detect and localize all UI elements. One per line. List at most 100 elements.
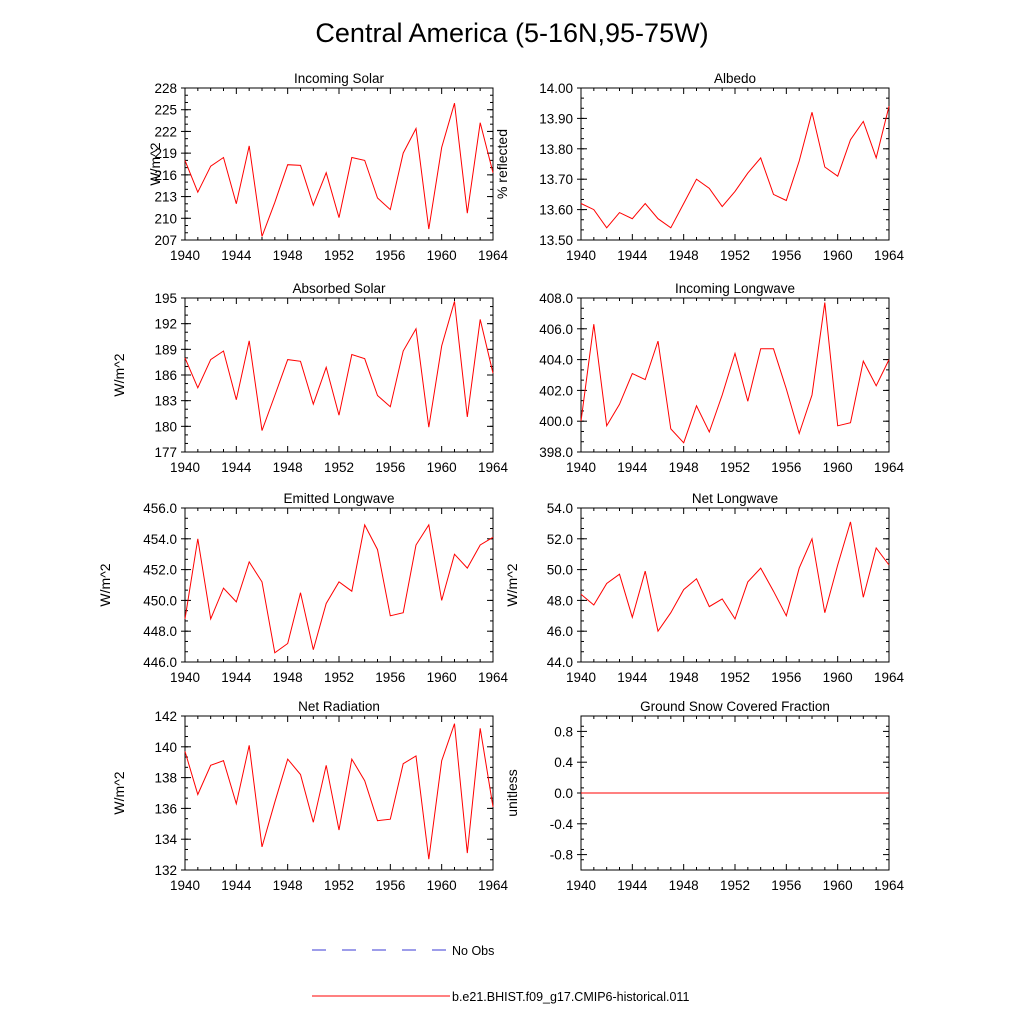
- chart-title: Incoming Longwave: [675, 281, 795, 296]
- y-tick-label: 180: [154, 419, 177, 434]
- plot-frame: [184, 297, 494, 453]
- chart-title: Absorbed Solar: [292, 281, 386, 296]
- x-tick-label: 1944: [617, 878, 648, 893]
- y-tick-label: 402.0: [539, 383, 573, 398]
- x-tick-label: 1944: [221, 878, 252, 893]
- chart-absorbed-solar: Absorbed Solar 1940 1944 1948 1952 1956 1960 19…: [111, 281, 509, 475]
- x-tick-label: 1960: [427, 460, 457, 475]
- x-tick-label: 1956: [375, 878, 405, 893]
- y-tick-label: 132: [154, 863, 177, 878]
- x-tick-label: 1944: [617, 460, 648, 475]
- y-tick-label: 0.4: [554, 755, 573, 770]
- x-tick-label: 1940: [170, 460, 200, 475]
- x-tick-label: 1940: [170, 878, 200, 893]
- x-tick-label: 1948: [669, 460, 699, 475]
- y-tick-label: 448.0: [143, 624, 177, 639]
- y-tick-label: 142: [154, 709, 177, 724]
- plot-frame: [184, 507, 494, 663]
- y-tick-label: 400.0: [539, 414, 573, 429]
- x-tick-label: 1948: [669, 248, 699, 263]
- x-tick-label: 1956: [771, 248, 801, 263]
- x-tick-label: 1964: [874, 670, 905, 685]
- y-tick-label: 136: [154, 801, 177, 816]
- plot-frame: [580, 87, 890, 241]
- x-tick-label: 1940: [566, 670, 596, 685]
- y-tick-label: 140: [154, 740, 177, 755]
- y-tick-label: 13.90: [539, 111, 573, 126]
- y-tick-label: 219: [154, 146, 177, 161]
- x-tick-label: 1940: [170, 248, 200, 263]
- x-tick-label: 1948: [273, 878, 303, 893]
- plot-frame: [184, 715, 494, 871]
- series-line: [580, 521, 890, 633]
- y-tick-label: 14.00: [539, 81, 573, 96]
- chart-title: Incoming Solar: [294, 71, 385, 86]
- y-axis-label: % reflected: [494, 129, 510, 199]
- x-tick-label: 1952: [720, 670, 750, 685]
- plot-frame: [580, 297, 890, 453]
- y-tick-label: 13.70: [539, 172, 573, 187]
- y-tick-label: 186: [154, 368, 177, 383]
- y-tick-label: 456.0: [143, 501, 177, 516]
- y-tick-label: 446.0: [143, 655, 177, 670]
- y-tick-label: 213: [154, 190, 177, 205]
- y-tick-label: 13.80: [539, 142, 573, 157]
- y-tick-label: 48.0: [547, 593, 573, 608]
- x-tick-label: 1964: [478, 460, 509, 475]
- series-line: [580, 302, 890, 444]
- y-tick-label: 398.0: [539, 445, 573, 460]
- legend: No Obs b.e21.BHIST.f09_g17.CMIP6-histori…: [312, 944, 689, 1004]
- chart-title: Ground Snow Covered Fraction: [640, 699, 830, 714]
- x-tick-label: 1956: [375, 670, 405, 685]
- chart-net-radiation: Net Radiation 1940 1944 1948 1952 1956 1960 196…: [111, 699, 509, 893]
- y-tick-label: 450.0: [143, 593, 177, 608]
- x-tick-label: 1952: [720, 878, 750, 893]
- y-axis-label: W/m^2: [504, 563, 520, 606]
- x-tick-label: 1964: [478, 670, 509, 685]
- x-tick-label: 1960: [427, 670, 457, 685]
- y-tick-label: 228: [154, 81, 177, 96]
- series-line: [184, 103, 494, 237]
- legend-obs-label: No Obs: [452, 944, 494, 958]
- x-tick-label: 1960: [823, 248, 853, 263]
- chart-net-longwave: Net Longwave 1940 1944 1948 1952 1956 1960 1964…: [504, 491, 905, 685]
- y-axis-label: unitless: [504, 769, 520, 816]
- series-line: [580, 106, 890, 229]
- chart-incoming-longwave: Incoming Longwave 1940 1944 1948 1952 1956 196…: [539, 281, 904, 475]
- x-tick-label: 1952: [324, 248, 354, 263]
- x-tick-label: 1944: [617, 670, 648, 685]
- figure-title: Central America (5-16N,95-75W): [315, 18, 708, 48]
- x-tick-label: 1960: [427, 248, 457, 263]
- x-tick-label: 1960: [823, 460, 853, 475]
- x-tick-label: 1948: [273, 248, 303, 263]
- x-tick-label: 1956: [771, 670, 801, 685]
- x-tick-label: 1944: [221, 670, 252, 685]
- x-tick-label: 1952: [324, 670, 354, 685]
- x-tick-label: 1940: [170, 670, 200, 685]
- x-tick-label: 1952: [324, 878, 354, 893]
- y-tick-label: -0.4: [550, 817, 574, 832]
- y-tick-label: 13.50: [539, 233, 573, 248]
- y-tick-label: 50.0: [547, 563, 573, 578]
- y-axis-label: W/m^2: [111, 353, 127, 396]
- x-tick-label: 1948: [273, 670, 303, 685]
- y-tick-label: 216: [154, 168, 177, 183]
- x-tick-label: 1952: [720, 248, 750, 263]
- x-tick-label: 1956: [375, 460, 405, 475]
- x-tick-label: 1944: [221, 248, 252, 263]
- chart-title: Emitted Longwave: [283, 491, 394, 506]
- x-tick-label: 1964: [478, 248, 509, 263]
- y-tick-label: 408.0: [539, 291, 573, 306]
- y-tick-label: 454.0: [143, 532, 177, 547]
- x-tick-label: 1960: [823, 878, 853, 893]
- x-tick-label: 1944: [617, 248, 648, 263]
- y-tick-label: 44.0: [547, 655, 573, 670]
- y-tick-label: 134: [154, 832, 177, 847]
- series-line: [184, 723, 494, 860]
- x-tick-label: 1964: [874, 878, 905, 893]
- chart-title: Net Radiation: [298, 699, 380, 714]
- x-tick-label: 1956: [375, 248, 405, 263]
- y-tick-label: 222: [154, 124, 177, 139]
